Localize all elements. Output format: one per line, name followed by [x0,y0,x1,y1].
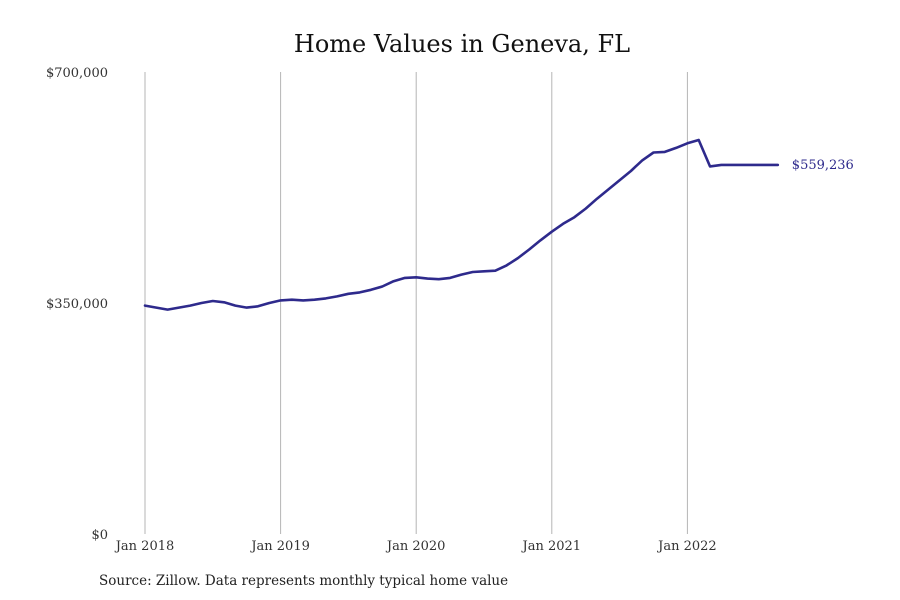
y-axis: $0 $350,000 $700,000 [46,66,108,543]
x-axis: Jan 2018 Jan 2019 Jan 2020 Jan 2021 Jan 2022 [114,539,717,554]
gridlines [144,72,688,534]
chart-title: Home Values in Geneva, FL [294,30,630,58]
x-tick-label: Jan 2019 [249,539,310,554]
x-tick-label: Jan 2021 [521,539,582,554]
y-tick-label: $0 [91,528,108,543]
y-tick-label: $700,000 [46,66,108,81]
x-tick-label: Jan 2020 [385,539,446,554]
x-tick-label: Jan 2022 [656,539,717,554]
x-tick-label: Jan 2018 [114,539,175,554]
end-value-label: $559,236 [792,158,854,173]
source-note: Source: Zillow. Data represents monthly … [99,573,508,589]
y-tick-label: $350,000 [46,297,108,312]
series-layer [143,138,780,311]
series-line [143,138,780,311]
